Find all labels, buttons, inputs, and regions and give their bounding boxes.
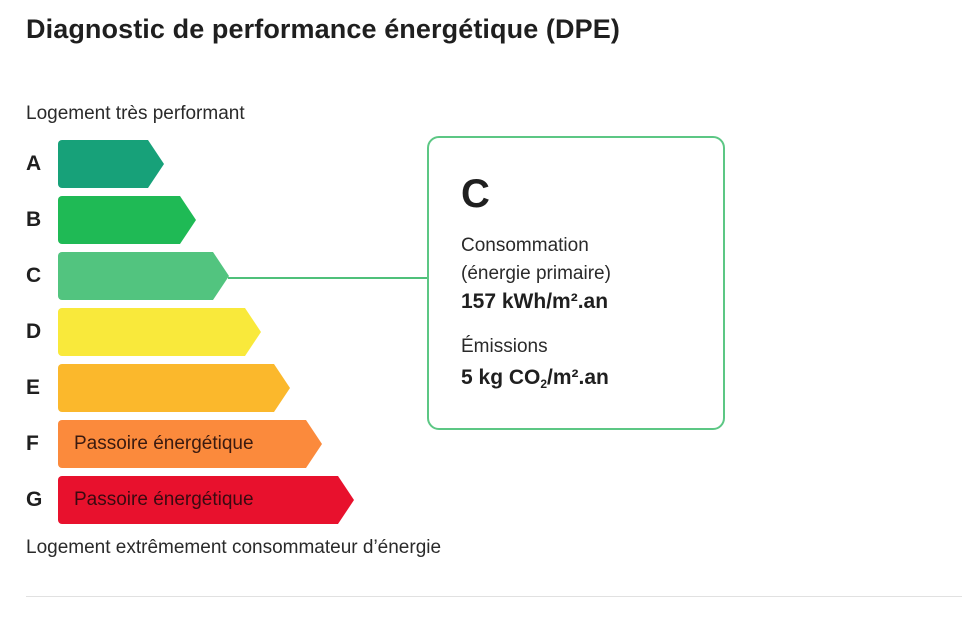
class-bar-g: Passoire énergétique: [58, 476, 354, 524]
class-row-e: E: [26, 364, 290, 412]
class-bar-e: [58, 364, 290, 412]
class-row-b: B: [26, 196, 196, 244]
class-row-d: D: [26, 308, 261, 356]
class-letter: A: [26, 152, 42, 175]
class-bar-b: [58, 196, 196, 244]
caption-top: Logement très performant: [26, 103, 245, 124]
result-card: C Consommation (énergie primaire) 157 kW…: [427, 136, 725, 430]
class-letter: B: [26, 208, 42, 231]
class-row-g: G Passoire énergétique: [26, 476, 354, 524]
class-row-a: A: [26, 140, 164, 188]
class-letter: F: [26, 432, 39, 455]
emissions-subscript: 2: [540, 377, 548, 391]
emissions-value: 5 kg CO2/m².an: [461, 366, 609, 391]
consumption-label: Consommation (énergie primaire): [461, 232, 611, 288]
emissions-suffix: /m².an: [547, 366, 609, 389]
class-letter: D: [26, 320, 42, 343]
class-row-f: F Passoire énergétique: [26, 420, 322, 468]
consumption-value: 157 kWh/m².an: [461, 290, 609, 313]
result-class-letter: C: [461, 172, 490, 216]
class-letter: E: [26, 376, 41, 399]
divider: [26, 596, 962, 597]
class-bar-label: Passoire énergétique: [74, 489, 254, 510]
consumption-label-line1: Consommation: [461, 235, 589, 256]
class-bar-f: Passoire énergétique: [58, 420, 322, 468]
class-bar-d: [58, 308, 261, 356]
class-bar-c: [58, 252, 229, 300]
page-title: Diagnostic de performance énergétique (D…: [26, 14, 620, 44]
result-connector-line: [228, 277, 428, 279]
consumption-label-line2: (énergie primaire): [461, 263, 611, 284]
class-letter: C: [26, 264, 42, 287]
class-bar-label: Passoire énergétique: [74, 433, 254, 454]
class-row-c: C: [26, 252, 229, 300]
emissions-prefix: 5 kg CO: [461, 366, 541, 389]
class-letter: G: [26, 488, 43, 511]
caption-bottom: Logement extrêmement consommateur d’éner…: [26, 537, 442, 558]
class-bar-a: [58, 140, 164, 188]
emissions-label: Émissions: [461, 336, 548, 357]
